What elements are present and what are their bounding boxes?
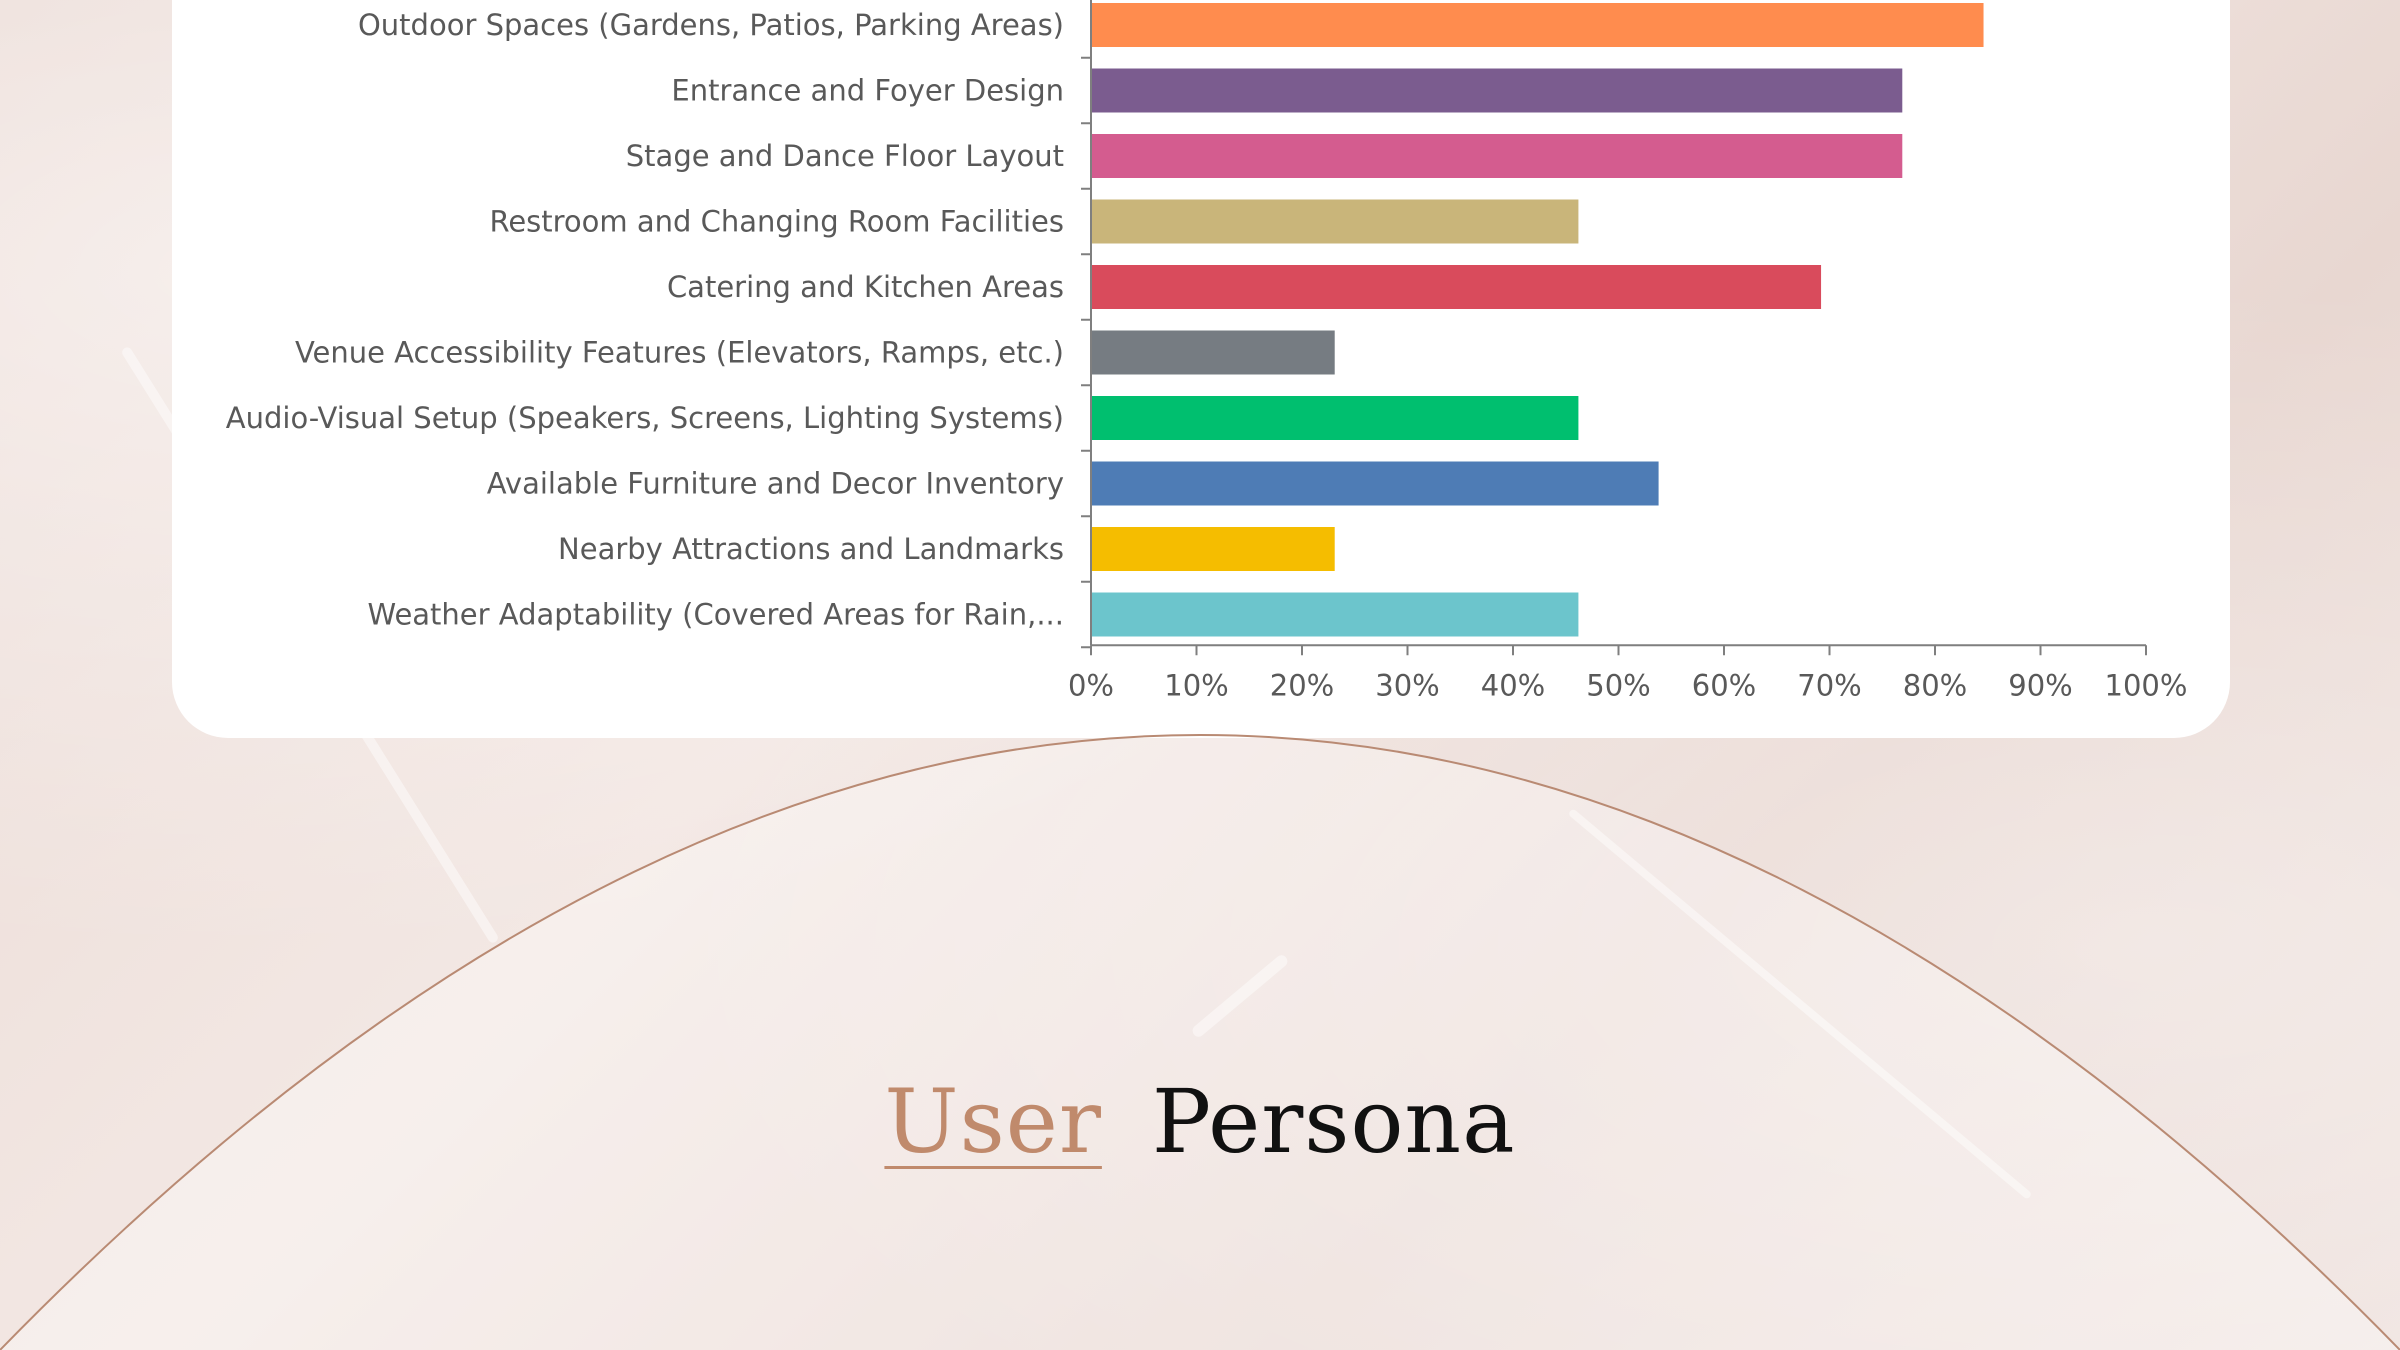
- bar: [1092, 396, 1579, 440]
- bar: [1092, 461, 1659, 506]
- x-tick-label: 10%: [1164, 668, 1228, 702]
- bar: [1092, 592, 1579, 637]
- category-label: Restroom and Changing Room Facilities: [489, 205, 1064, 239]
- bar-chart: Outdoor Spaces (Gardens, Patios, Parking…: [226, 0, 2188, 702]
- x-tick-label: 40%: [1481, 668, 1545, 702]
- x-tick-label: 30%: [1375, 668, 1439, 702]
- x-tick-label: 80%: [1903, 668, 1967, 702]
- x-tick-label: 70%: [1797, 668, 1861, 702]
- bar: [1092, 330, 1335, 375]
- category-label: Outdoor Spaces (Gardens, Patios, Parking…: [358, 8, 1064, 42]
- category-label: Available Furniture and Decor Inventory: [487, 467, 1064, 501]
- category-label: Nearby Attractions and Landmarks: [558, 532, 1064, 566]
- category-label: Stage and Dance Floor Layout: [626, 139, 1064, 173]
- category-label: Weather Adaptability (Covered Areas for …: [367, 598, 1064, 632]
- heading-accent-word: User: [884, 1070, 1102, 1173]
- x-tick-label: 0%: [1068, 668, 1114, 702]
- x-tick-label: 60%: [1692, 668, 1756, 702]
- section-heading: User Persona: [0, 1070, 2400, 1173]
- bar: [1092, 527, 1335, 571]
- bar: [1092, 199, 1579, 244]
- category-label: Entrance and Foyer Design: [671, 74, 1064, 108]
- x-tick-label: 20%: [1270, 668, 1334, 702]
- bar: [1092, 134, 1903, 178]
- x-tick-label: 100%: [2105, 668, 2188, 702]
- x-tick-label: 50%: [1586, 668, 1650, 702]
- chart-card: Outdoor Spaces (Gardens, Patios, Parking…: [172, 0, 2230, 738]
- x-tick-label: 90%: [2008, 668, 2072, 702]
- category-label: Catering and Kitchen Areas: [667, 270, 1064, 304]
- bar: [1092, 3, 1984, 47]
- category-label: Audio-Visual Setup (Speakers, Screens, L…: [226, 401, 1064, 435]
- bar: [1092, 265, 1822, 309]
- bar: [1092, 68, 1903, 113]
- category-label: Venue Accessibility Features (Elevators,…: [295, 336, 1064, 370]
- heading-word: Persona: [1151, 1070, 1516, 1173]
